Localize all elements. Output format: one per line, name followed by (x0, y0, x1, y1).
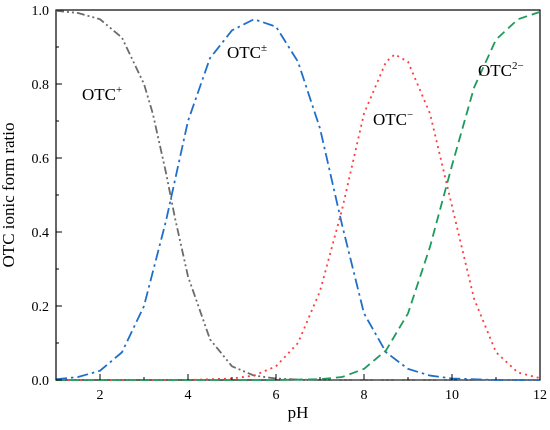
series-line-1 (55, 18, 540, 381)
y-tick-label: 0.2 (32, 300, 50, 315)
x-tick-label: 10 (445, 388, 459, 403)
series-labels: OTC+ OTC± OTC− OTC2− (82, 42, 524, 129)
y-tick-label: 0.4 (32, 226, 50, 241)
x-axis-title: pH (288, 403, 309, 422)
axis-ticks: 2 4 6 8 10 12 0.0 0.2 0.4 0.6 0.8 1.0 (32, 4, 548, 403)
y-tick-label: 0.8 (32, 78, 50, 93)
y-axis-title: OTC ionic form ratio (0, 123, 18, 268)
series-label-0: OTC+ (82, 84, 122, 104)
series-line-2 (56, 53, 541, 381)
x-tick-label: 8 (361, 388, 368, 403)
series-line-3 (56, 10, 541, 381)
series-label-1: OTC± (227, 42, 267, 62)
series-label-3: OTC2− (478, 60, 524, 80)
series-label-2: OTC− (373, 109, 413, 129)
x-tick-label: 2 (97, 388, 104, 403)
series-lines (55, 9, 541, 381)
y-tick-label: 0.6 (32, 152, 50, 167)
plot-frame (55, 9, 541, 381)
series-line-0 (55, 9, 540, 381)
x-tick-label: 12 (533, 388, 547, 403)
x-tick-label: 4 (185, 388, 192, 403)
y-tick-label: 0.0 (32, 374, 50, 389)
x-tick-label: 6 (273, 388, 280, 403)
y-tick-label: 1.0 (32, 4, 50, 19)
